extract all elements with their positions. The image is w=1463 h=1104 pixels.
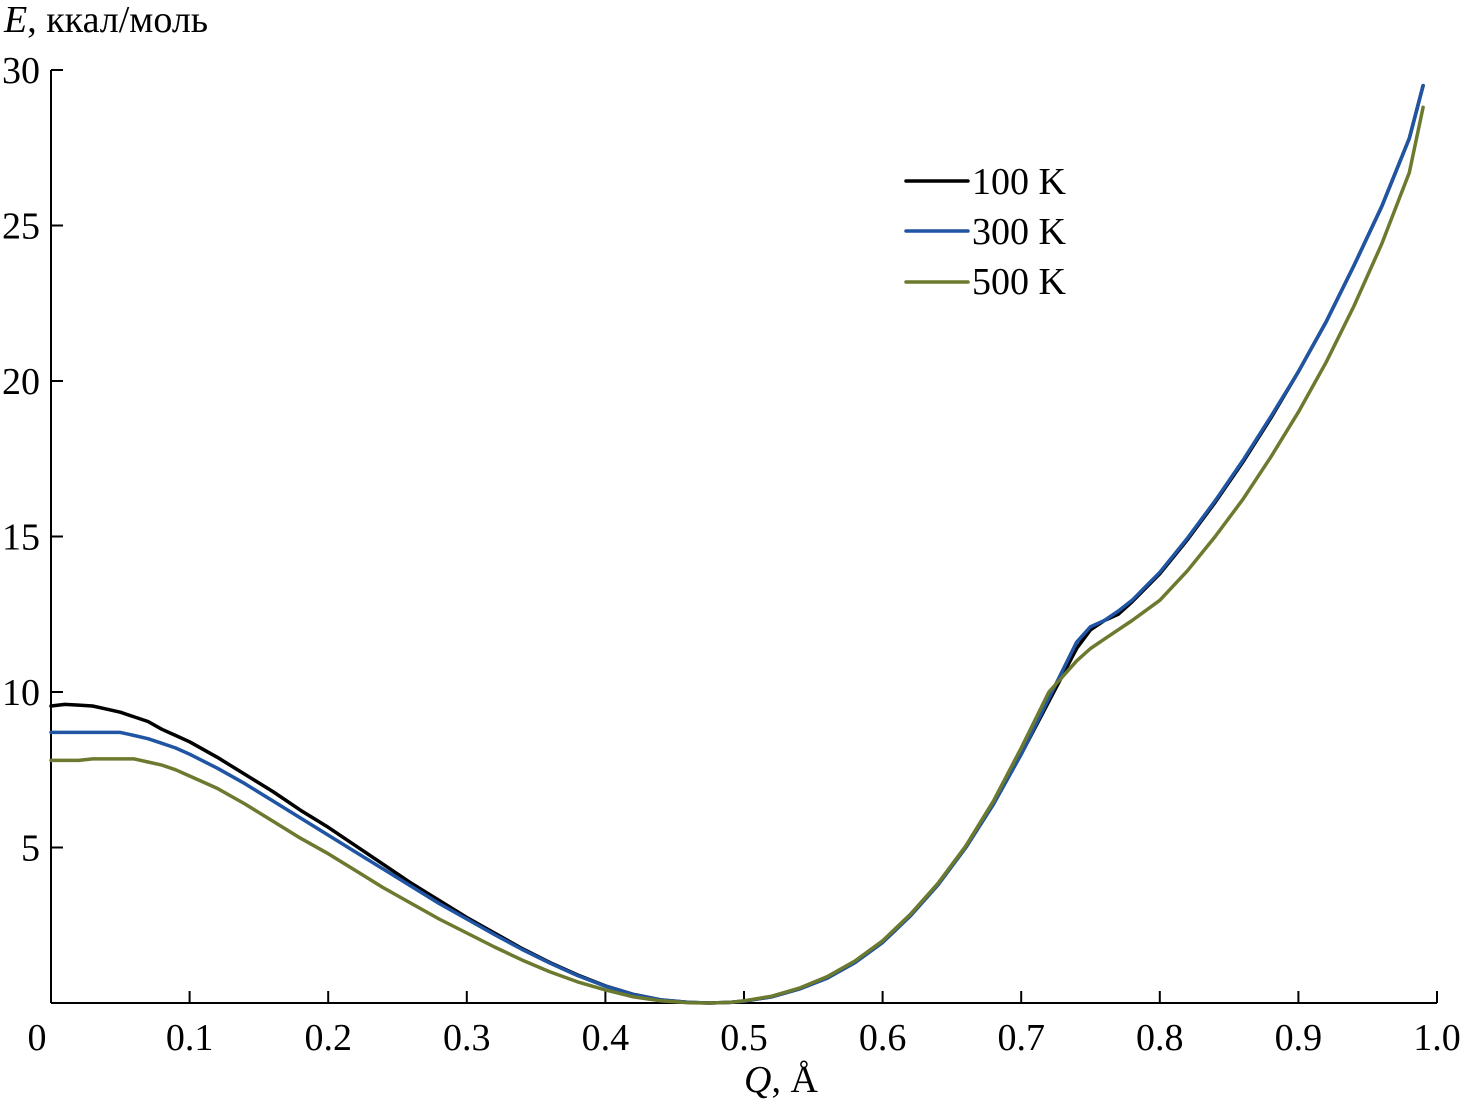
y-tick-label: 20 — [2, 361, 40, 403]
y-axis-ticks: 5 10 15 20 25 30 — [2, 50, 63, 870]
x-tick-label: 0.4 — [582, 1017, 630, 1059]
x-tick-label: 0.2 — [304, 1017, 352, 1059]
legend-label-500k: 500 K — [972, 261, 1067, 303]
y-axis-title: E, ккал/моль — [3, 0, 208, 41]
x-axis-unit: , Å — [772, 1059, 819, 1101]
y-axis-unit: , ккал/моль — [27, 0, 208, 41]
legend-label-300k: 300 K — [972, 211, 1067, 253]
x-axis-title: Q, Å — [744, 1059, 818, 1101]
x-tick-label: 0.8 — [1136, 1017, 1184, 1059]
x-tick-label: 0.1 — [166, 1017, 214, 1059]
y-axis-variable: E — [3, 0, 27, 41]
x-tick-label: 0.6 — [859, 1017, 907, 1059]
y-tick-label: 5 — [21, 828, 40, 870]
y-tick-label: 25 — [2, 206, 40, 248]
legend: 100 K 300 K 500 K — [904, 161, 1067, 303]
series-line-300k — [49, 83, 1425, 1005]
series-lines — [49, 83, 1425, 1005]
series-line-100k — [49, 83, 1425, 1005]
x-tick-label: 0.5 — [720, 1017, 768, 1059]
x-tick-label: 0.9 — [1275, 1017, 1323, 1059]
x-tick-label: 0.3 — [443, 1017, 491, 1059]
x-axis-variable: Q — [744, 1059, 771, 1101]
x-tick-label: 0.7 — [997, 1017, 1045, 1059]
y-tick-label: 30 — [2, 50, 40, 92]
x-axis-ticks: 0 0.1 0.2 0.3 0.4 0.5 0.6 0.7 0.8 0.9 1.0 — [28, 991, 1461, 1059]
legend-label-100k: 100 K — [972, 161, 1067, 203]
x-tick-label: 1.0 — [1413, 1017, 1461, 1059]
x-tick-label: 0 — [28, 1017, 47, 1059]
y-tick-label: 10 — [2, 672, 40, 714]
y-tick-label: 15 — [2, 517, 40, 559]
series-line-500k — [49, 105, 1425, 1005]
